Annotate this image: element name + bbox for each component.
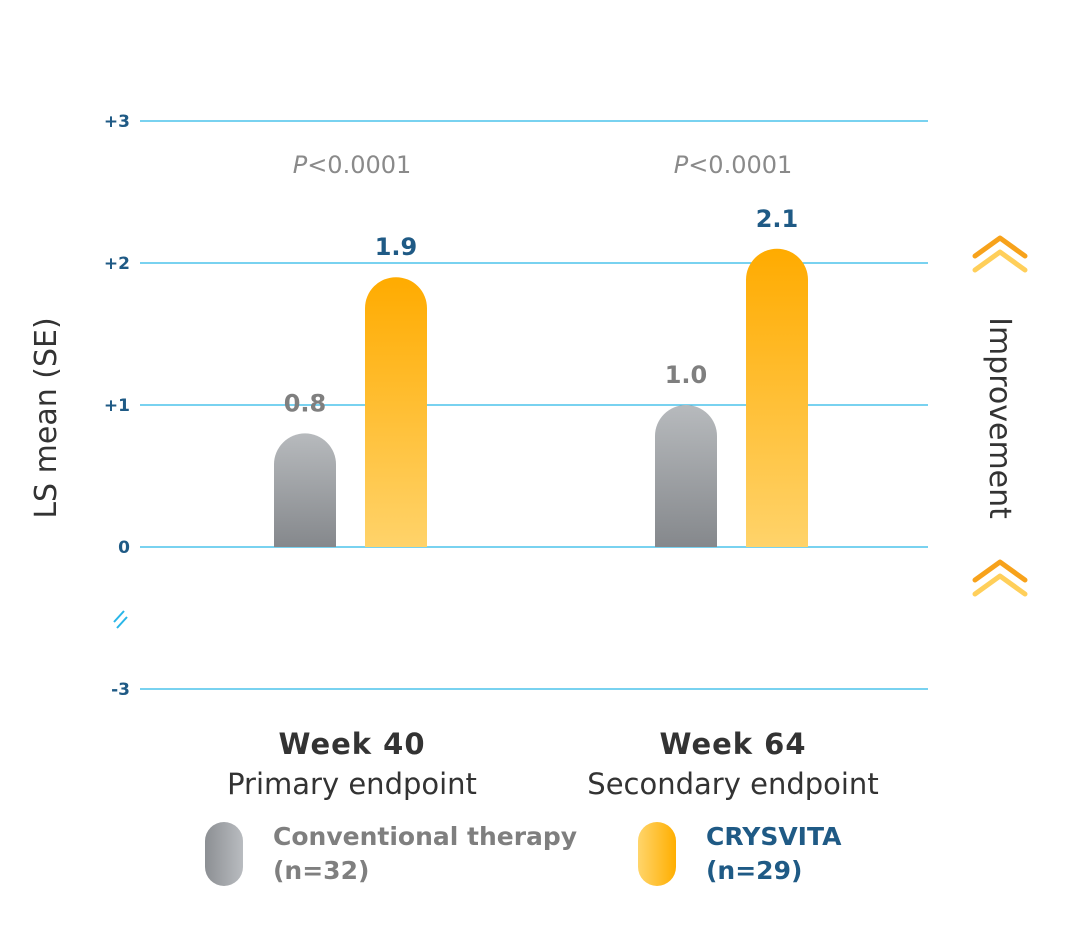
- y-tick-label: -3: [111, 680, 130, 700]
- legend-crysvita: CRYSVITA (n=29): [638, 820, 841, 888]
- data-label: 0.8: [284, 389, 327, 417]
- y-tick-label: +3: [104, 112, 130, 132]
- y-tick-label: +2: [104, 254, 130, 274]
- improvement-arrow-top-icon: [972, 235, 1028, 273]
- y-tick-label: +1: [104, 396, 130, 416]
- legend-conventional-therapy: Conventional therapy (n=32): [205, 820, 577, 888]
- p-value: P<0.0001: [674, 151, 793, 179]
- legend-label-crysvita: CRYSVITA (n=29): [706, 822, 842, 885]
- p-value-symbol: P: [674, 151, 689, 179]
- category-title: Week 40: [278, 727, 425, 761]
- p-value: P<0.0001: [293, 151, 412, 179]
- bar: [746, 248, 808, 547]
- category-subtitle: Primary endpoint: [227, 767, 477, 801]
- y-tick-label: 0: [118, 538, 130, 558]
- data-label: 1.9: [375, 233, 418, 261]
- improvement-label: Improvement: [982, 317, 1017, 519]
- gridlines: [140, 120, 928, 690]
- improvement-arrow-bottom-icon: [972, 559, 1028, 597]
- bar: [655, 405, 717, 547]
- y-axis-label: LS mean (SE): [29, 317, 64, 518]
- bar: [365, 277, 427, 547]
- p-value-text: <0.0001: [307, 151, 411, 179]
- data-label: 2.1: [756, 205, 799, 233]
- y-tick-labels: +3 +2 +1 0 -3: [104, 112, 130, 700]
- p-value-symbol: P: [293, 151, 308, 179]
- p-value-text: <0.0001: [688, 151, 792, 179]
- legend-swatch-conventional: [205, 822, 243, 886]
- bars: [274, 248, 808, 547]
- legend-label-conventional: Conventional therapy (n=32): [273, 822, 578, 885]
- axis-break-icon: [113, 610, 128, 629]
- category-subtitle: Secondary endpoint: [587, 767, 878, 801]
- legend-swatch-crysvita: [638, 822, 676, 886]
- bar: [274, 433, 336, 547]
- category-title: Week 64: [659, 727, 806, 761]
- data-label: 1.0: [665, 361, 708, 389]
